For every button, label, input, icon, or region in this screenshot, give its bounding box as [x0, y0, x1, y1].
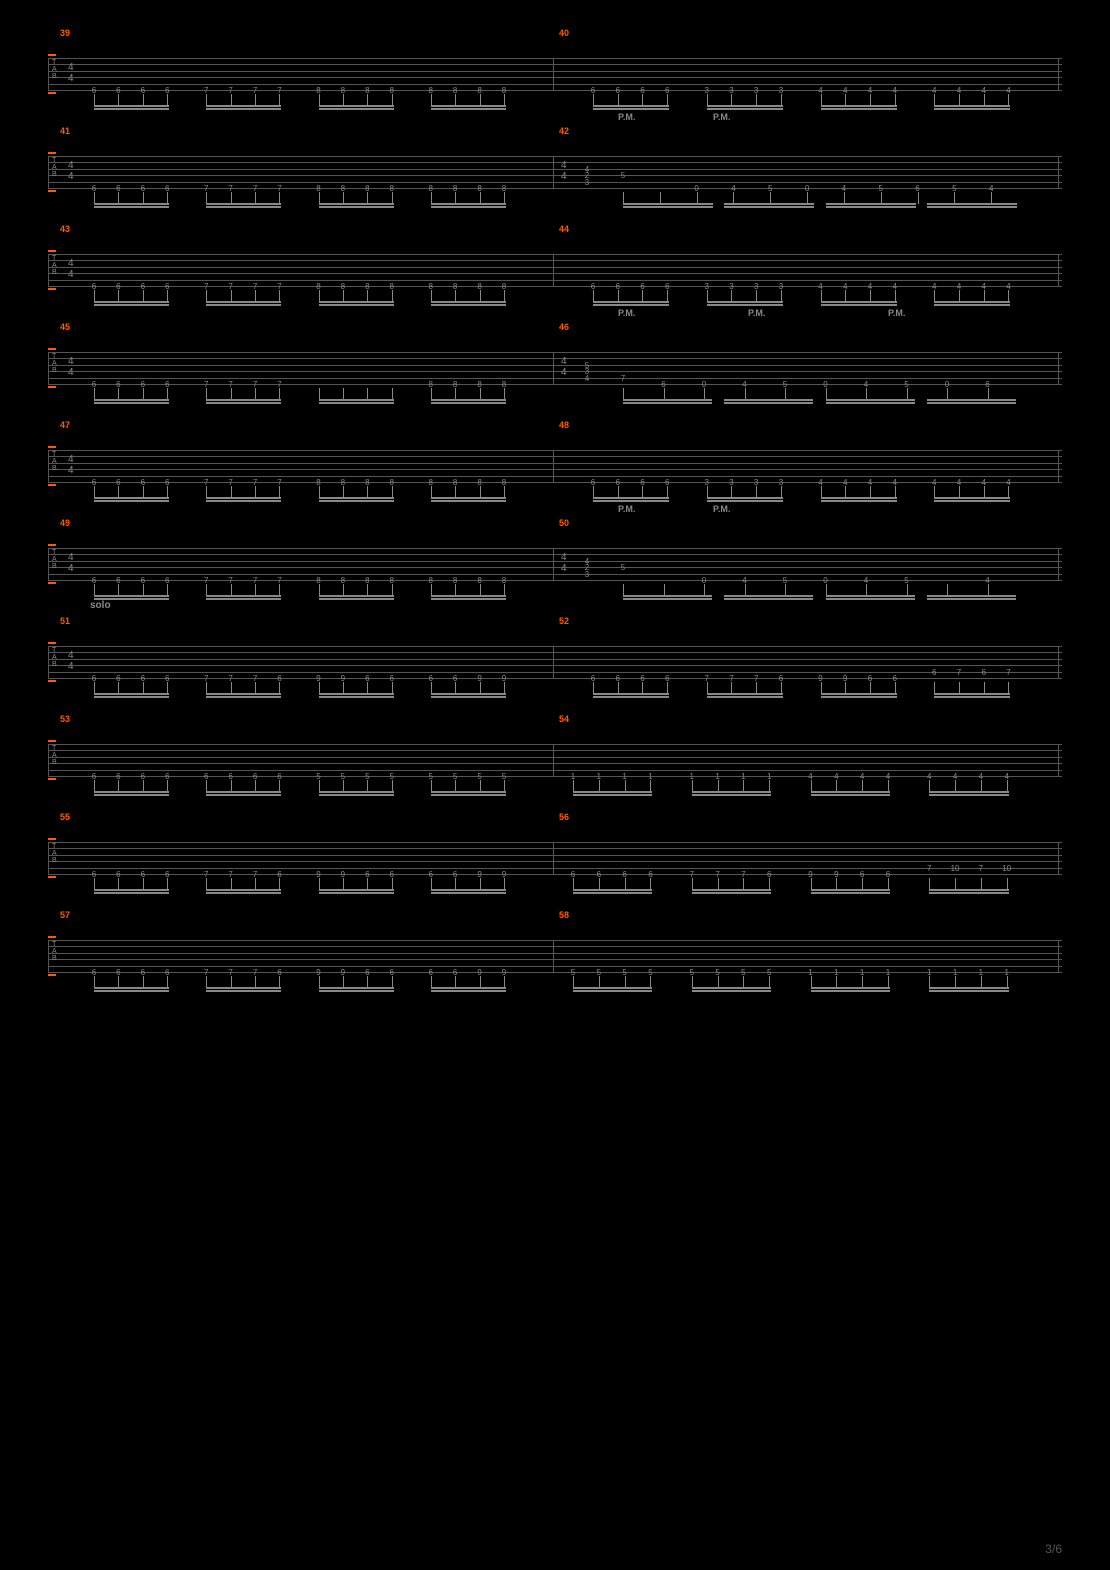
measure-number: 42: [559, 126, 569, 136]
measure-number: 39: [60, 28, 70, 38]
time-signature: 44: [68, 160, 74, 182]
tab-system: 3940TAB446666777788888888666633334444444…: [48, 42, 1062, 102]
measure-number: 56: [559, 812, 569, 822]
measure-number: 50: [559, 518, 569, 528]
measure-number: 45: [60, 322, 70, 332]
fret-number: 7: [957, 668, 961, 677]
measure-number: 52: [559, 616, 569, 626]
tab-system: 4748TAB446666777788888888666633334444444…: [48, 434, 1062, 494]
palm-mute-label: P.M.: [618, 504, 635, 514]
palm-mute-label: P.M.: [748, 308, 765, 318]
time-signature: 44: [68, 552, 74, 574]
tab-page: 3940TAB446666777788888888666633334444444…: [0, 0, 1110, 984]
tab-clef: TAB: [52, 941, 57, 962]
tab-system: P.M.P.M.P.M.4546TAB446666777788884453476…: [48, 336, 1062, 396]
measure-number: 40: [559, 28, 569, 38]
tab-system: 5556TAB666677769966669966667776996671071…: [48, 826, 1062, 886]
measure-number: 53: [60, 714, 70, 724]
tab-clef: TAB: [52, 647, 57, 668]
page-number: 3/6: [1045, 1542, 1062, 1556]
measure-number: 58: [559, 910, 569, 920]
tab-clef: TAB: [52, 451, 57, 472]
tab-system: 4344TAB446666777788888888666633334444444…: [48, 238, 1062, 298]
measure-number: 51: [60, 616, 70, 626]
palm-mute-label: P.M.: [713, 112, 730, 122]
tab-clef: TAB: [52, 157, 57, 178]
tab-system: solo5152TAB44666677769966669966667776996…: [48, 630, 1062, 690]
fret-number: 10: [1002, 864, 1011, 873]
measure-number: 54: [559, 714, 569, 724]
tab-clef: TAB: [52, 255, 57, 276]
measure-number: 57: [60, 910, 70, 920]
time-signature: 44: [68, 258, 74, 280]
measure-number: 44: [559, 224, 569, 234]
palm-mute-label: P.M.: [618, 112, 635, 122]
tab-system: P.M.P.M.4142TAB4466667777888888884442350…: [48, 140, 1062, 200]
measure-number: 43: [60, 224, 70, 234]
time-signature: 44: [68, 454, 74, 476]
tab-clef: TAB: [52, 843, 57, 864]
fret-number: 7: [1006, 668, 1010, 677]
fret-number: 7: [979, 864, 983, 873]
measure-number: 48: [559, 420, 569, 430]
measure-number: 49: [60, 518, 70, 528]
tab-clef: TAB: [52, 745, 57, 766]
palm-mute-label: P.M.: [713, 504, 730, 514]
measure-number: 47: [60, 420, 70, 430]
tab-system: P.M.P.M.4950TAB4466667777888888884442350…: [48, 532, 1062, 592]
fret-number: 7: [927, 864, 931, 873]
tab-clef: TAB: [52, 353, 57, 374]
time-signature: 44: [68, 356, 74, 378]
tab-clef: TAB: [52, 549, 57, 570]
measure-number: 55: [60, 812, 70, 822]
palm-mute-label: P.M.: [618, 308, 635, 318]
time-signature: 44: [68, 650, 74, 672]
time-signature: 44: [68, 62, 74, 84]
fret-number: 6: [932, 668, 936, 677]
tab-system: 5758TAB66667776996666995555555511111111: [48, 924, 1062, 984]
tab-clef: TAB: [52, 59, 57, 80]
measure-number: 41: [60, 126, 70, 136]
tab-system: 5354TAB66666666555555551111111144444444: [48, 728, 1062, 788]
measure-number: 46: [559, 322, 569, 332]
section-label: solo: [90, 600, 111, 611]
palm-mute-label: P.M.: [888, 308, 905, 318]
fret-number: 10: [951, 864, 960, 873]
fret-number: 6: [981, 668, 985, 677]
